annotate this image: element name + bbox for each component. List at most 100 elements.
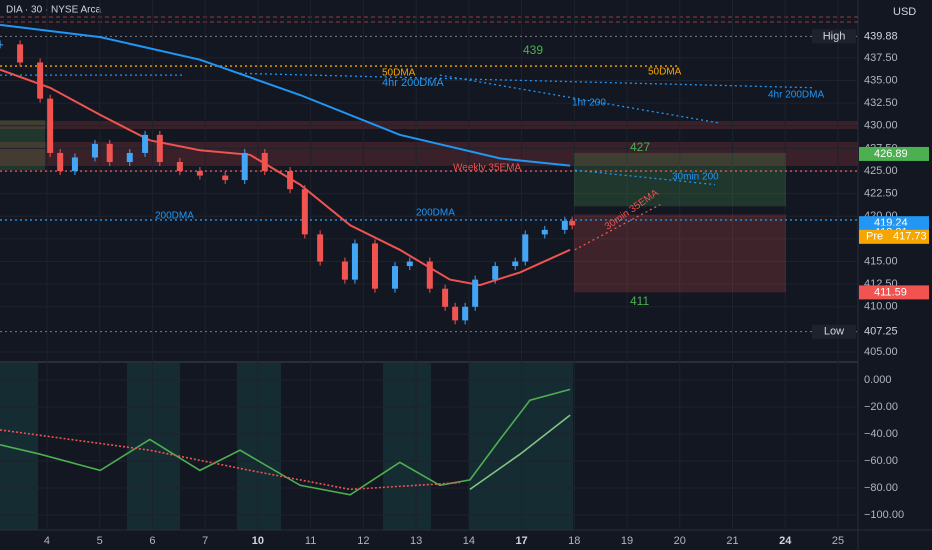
x-tick-label: 19 [621, 535, 633, 547]
candle [406, 261, 413, 267]
candle [71, 157, 78, 172]
chart-title: DIA · 30 · NYSE Arca [6, 5, 101, 16]
x-tick-label: 13 [410, 535, 422, 547]
x-tick-label: 10 [252, 535, 264, 547]
x-tick-label: 4 [44, 535, 50, 547]
annotation: 4hr 200DMA [768, 90, 824, 101]
price-tag-label: 417.73 [893, 231, 927, 243]
sloped-line [439, 74, 720, 124]
osc-zone [237, 362, 281, 530]
x-tick-label: 7 [202, 535, 208, 547]
ma-line [0, 23, 571, 167]
osc-tick-label: −20.00 [864, 401, 898, 413]
candle [261, 152, 268, 172]
annotation: 411 [630, 294, 649, 308]
candle [47, 98, 54, 153]
x-tick-label: 6 [149, 535, 155, 547]
candle [156, 134, 163, 162]
high-label-box [812, 29, 856, 44]
annotation: 30min 200 [672, 172, 719, 183]
osc-zone [383, 362, 431, 530]
high-value: 439.88 [864, 30, 898, 42]
candle [561, 220, 568, 230]
candle [241, 152, 248, 181]
candle [222, 175, 229, 181]
annotation: 200DMA [416, 208, 455, 219]
candle [341, 261, 348, 280]
x-tick-label: 5 [97, 535, 103, 547]
x-tick-label: 20 [674, 535, 686, 547]
x-tick-label: 12 [357, 535, 369, 547]
candle [0, 44, 4, 46]
x-tick-label: 17 [515, 535, 527, 547]
annotation: 200DMA [155, 211, 194, 222]
candle [442, 288, 449, 307]
candle [426, 261, 433, 289]
price-tag [859, 285, 929, 300]
annotation: 4hr 200DMA [382, 77, 444, 89]
annotation: 1hr 200 [572, 98, 606, 109]
osc-tick-label: −60.00 [864, 455, 898, 467]
high-label: High [823, 30, 846, 42]
candle [541, 229, 548, 235]
low-value: 407.25 [864, 326, 898, 338]
y-tick-label: 430.00 [864, 120, 898, 132]
candle [196, 171, 203, 176]
x-tick-label: 25 [832, 535, 844, 547]
candle [57, 152, 64, 172]
candle [569, 220, 576, 226]
low-label-box [812, 324, 856, 339]
y-tick-label: 437.50 [864, 52, 898, 64]
candle [462, 306, 469, 321]
osc-line [0, 429, 460, 491]
annotation: 439 [523, 43, 543, 57]
price-tag-label: 411.59 [874, 286, 907, 298]
annotation: 427 [630, 140, 650, 154]
zone [574, 152, 786, 207]
y-tick-label: 432.50 [864, 97, 898, 109]
candle [106, 143, 113, 162]
zone [0, 121, 858, 129]
sloped-line [574, 203, 661, 251]
osc-zone [127, 362, 180, 530]
candle [17, 44, 24, 63]
low-tag [859, 324, 932, 339]
y-tick-label: 415.00 [864, 255, 898, 267]
candle [392, 266, 399, 289]
low-label: Low [824, 326, 844, 338]
y-tick-label: 425.00 [864, 165, 898, 177]
y-tick-label: 405.00 [864, 346, 898, 358]
osc-tick-label: −40.00 [864, 428, 898, 440]
x-tick-label: 21 [726, 535, 738, 547]
osc-zone [469, 362, 573, 530]
osc-line [469, 414, 571, 491]
candle [371, 243, 378, 289]
osc-line [0, 388, 571, 496]
candle [522, 234, 529, 262]
candle [512, 261, 519, 267]
candle [301, 189, 308, 235]
price-tag [859, 229, 929, 244]
ma-line [0, 68, 571, 287]
high-tag [859, 29, 932, 44]
y-tick-label: 435.00 [864, 74, 898, 86]
candle [126, 152, 133, 162]
osc-tick-label: −100.00 [864, 509, 904, 521]
currency: USD [893, 6, 916, 18]
price-tag [859, 146, 929, 161]
sloped-line [239, 72, 815, 89]
annotation: 50DMA [648, 67, 682, 78]
candle [37, 62, 44, 99]
candle [142, 134, 149, 153]
price-tag-label: 426.89 [874, 148, 908, 160]
zone [0, 120, 45, 170]
x-tick-label: 14 [463, 535, 475, 547]
osc-tick-label: −80.00 [864, 482, 898, 494]
candle [317, 234, 324, 262]
y-tick-label: 422.50 [864, 188, 898, 200]
candle [287, 171, 294, 190]
x-tick-label: 18 [568, 535, 580, 547]
x-tick-label: 24 [779, 535, 792, 547]
y-tick-label: 410.00 [864, 301, 898, 313]
